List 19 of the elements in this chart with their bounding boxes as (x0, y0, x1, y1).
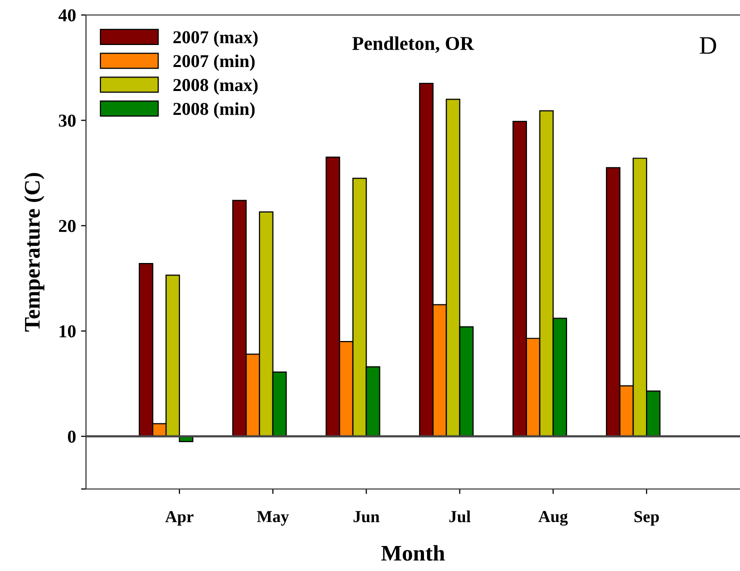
x-axis-title: Month (381, 545, 445, 561)
y-tick-label: 0 (68, 430, 76, 443)
x-tick-label: Sep (634, 511, 659, 526)
annotation: D (700, 37, 716, 54)
x-tick-label: May (256, 511, 289, 526)
text: Pendleton, OR (352, 36, 474, 53)
y-tick-label: 40 (58, 9, 76, 22)
legend-label: 2008 (min) (173, 102, 255, 119)
x-tick-label: Aug (538, 510, 568, 526)
y-tick-label: 10 (60, 325, 76, 338)
x-tick-label: Jul (449, 510, 471, 522)
y-tick-label: 20 (58, 220, 76, 232)
legend-label: 2008 (max) (173, 78, 258, 95)
legend-label: 2007 (min) (173, 54, 255, 71)
y-axis-title: Temperature (C) (24, 173, 44, 332)
x-tick-label: Jun (354, 511, 380, 522)
x-tick-label: Apr (165, 511, 194, 526)
y-tick-label: 30 (58, 114, 76, 127)
legend-label: 2007 (max) (173, 30, 258, 48)
